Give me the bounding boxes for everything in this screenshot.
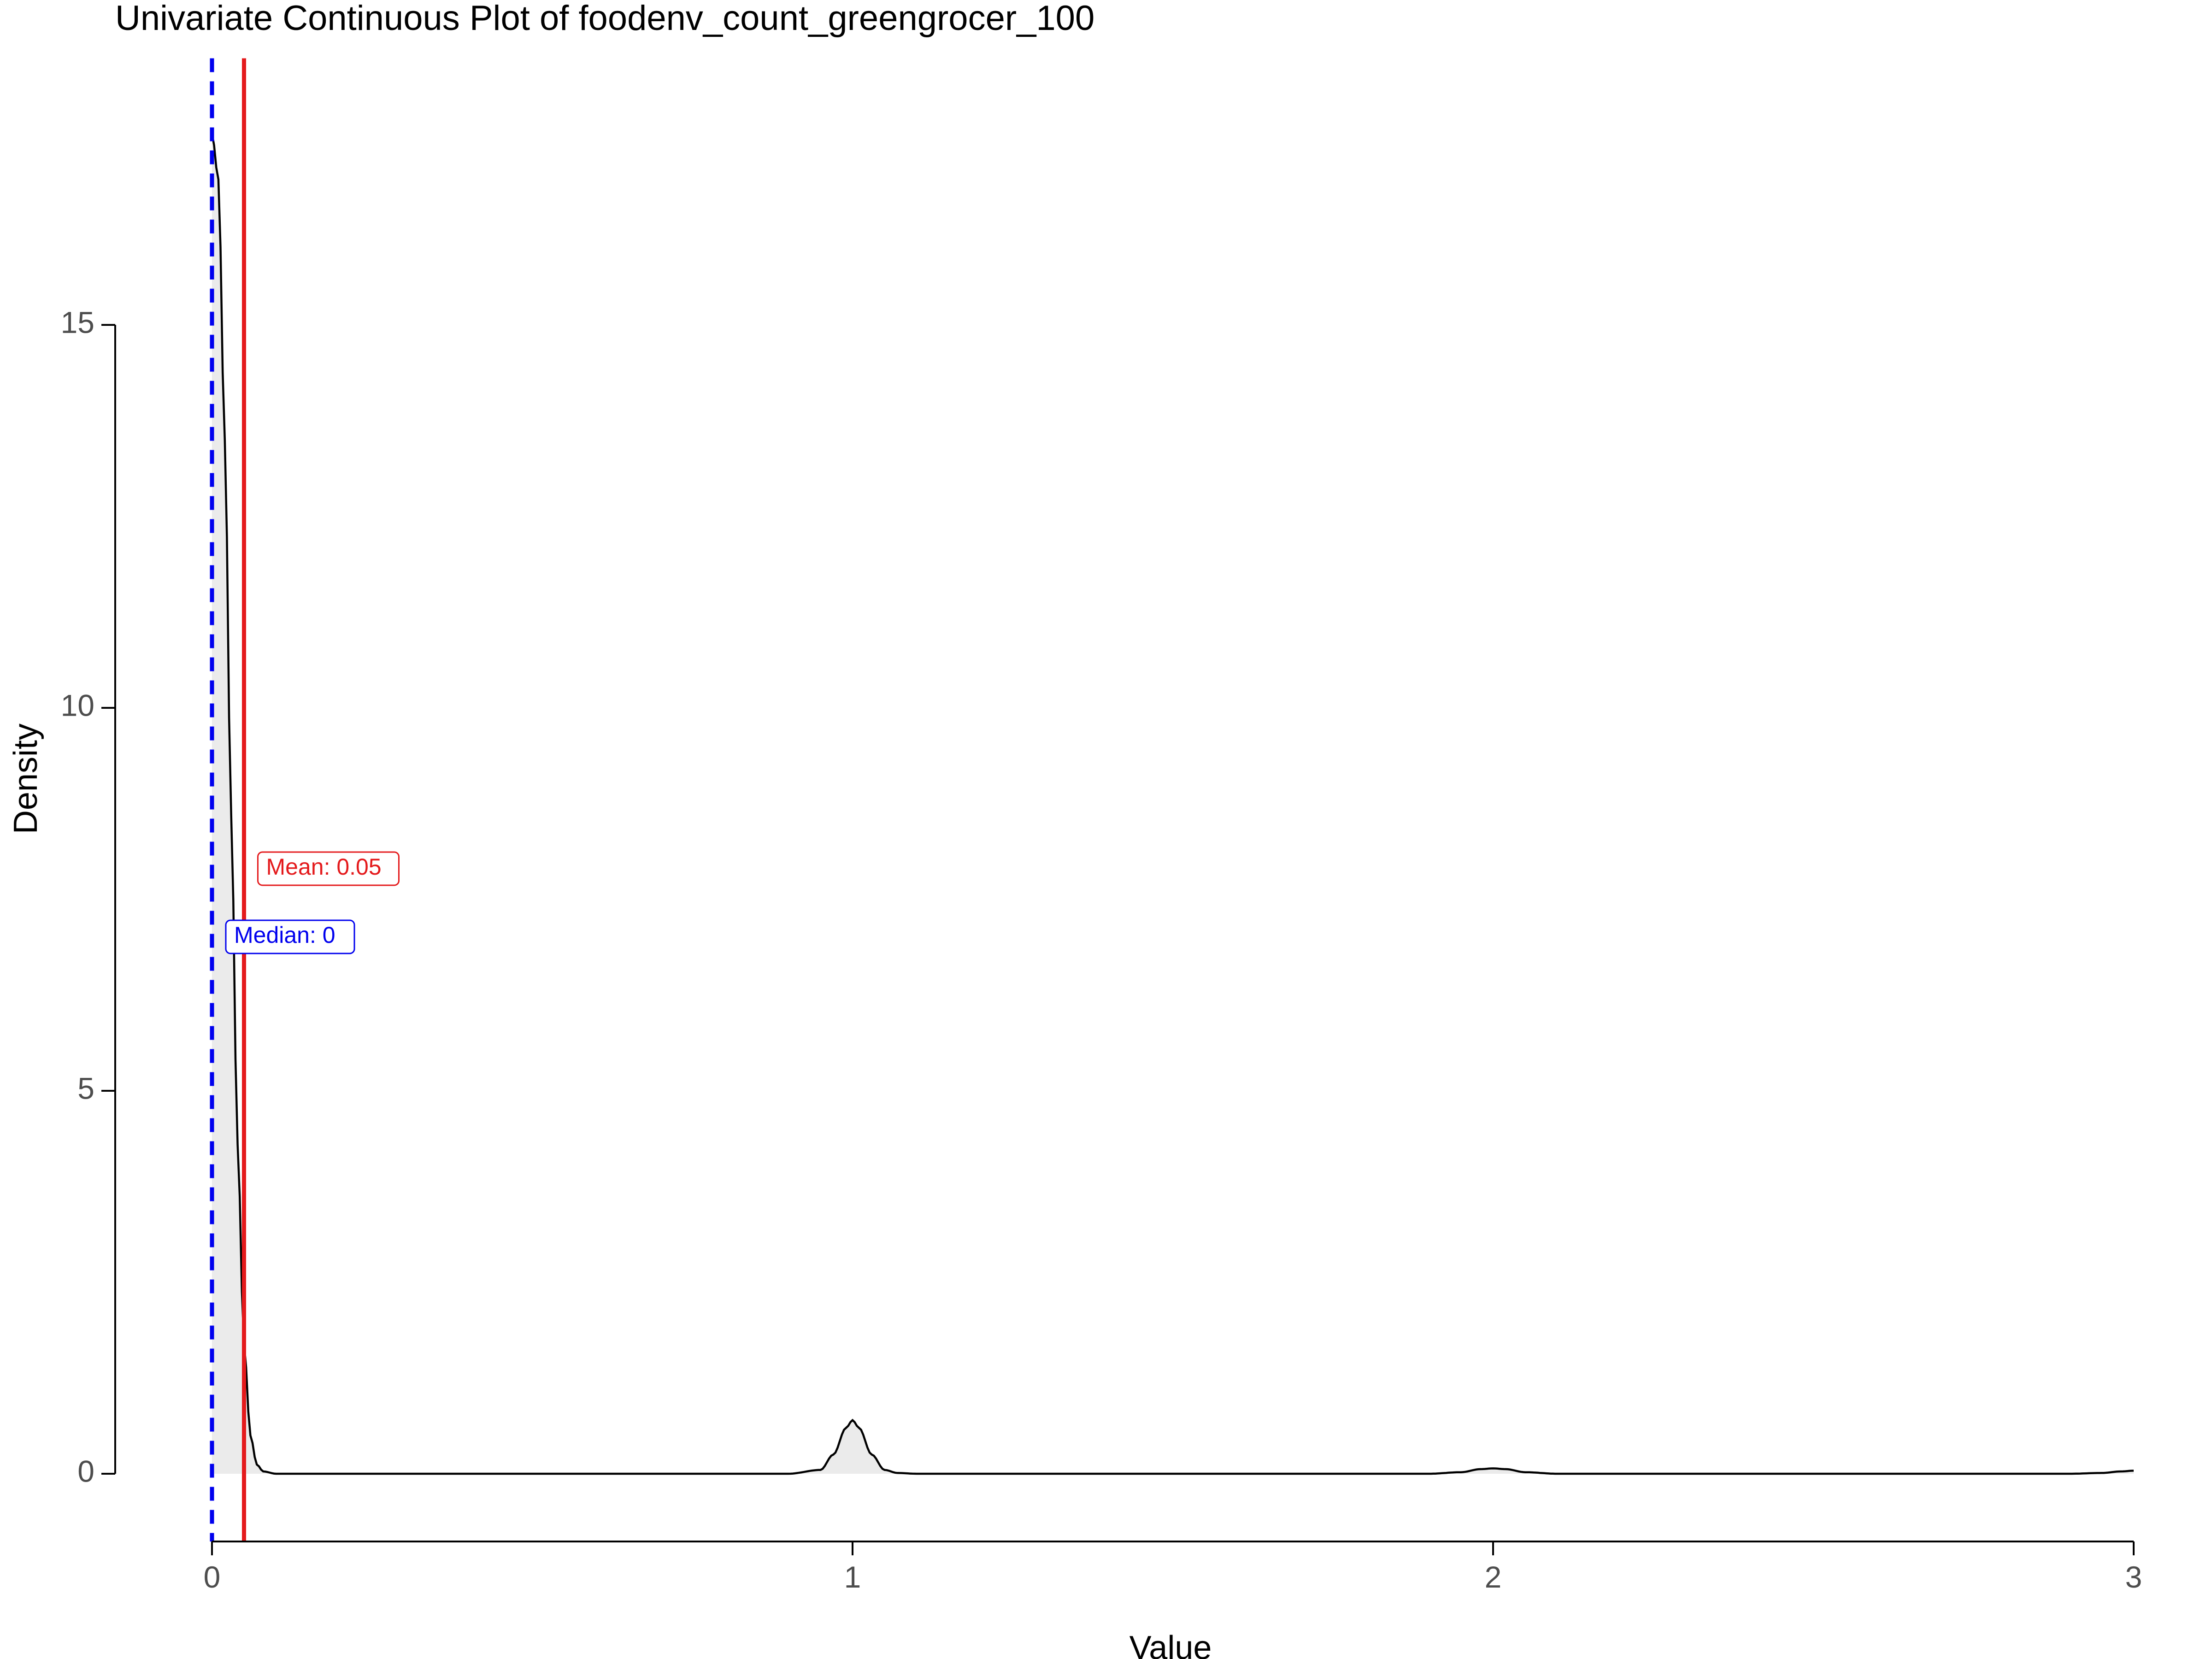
y-axis-title: Density [7,724,44,834]
x-tick-label: 2 [1485,1560,1502,1594]
median-label-box [225,919,355,954]
y-tick-label: 15 [61,305,94,339]
y-tick-label: 5 [77,1071,94,1105]
x-tick-label: 0 [204,1560,221,1594]
mean-label: Mean: 0.05 [266,854,382,880]
x-tick-label: 1 [844,1560,861,1594]
density-area [212,133,2134,1474]
x-axis-title: Value [1130,1630,1212,1659]
density-curve [211,133,2134,1475]
chart-title: Univariate Continuous Plot of foodenv_co… [115,0,1094,38]
y-tick-label: 0 [77,1454,94,1488]
median-label: Median: 0 [234,922,335,948]
plot-area: Mean: 0.05 Median: 0 0 5 10 15 0 1 2 3 [61,58,2142,1594]
x-tick-label: 3 [2125,1560,2142,1594]
y-tick-label: 10 [61,688,94,722]
mean-label-box [257,851,400,886]
